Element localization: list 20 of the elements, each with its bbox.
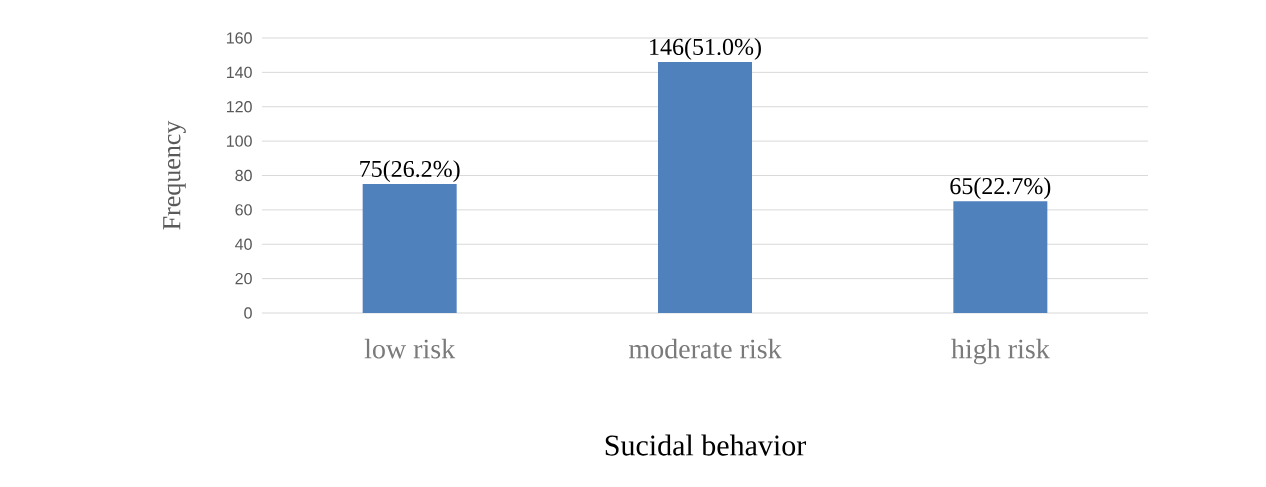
bar (362, 184, 457, 313)
y-axis-title: Frequency (163, 120, 186, 230)
y-tick-label: 120 (227, 101, 252, 113)
y-tick-label: 60 (235, 204, 252, 216)
y-tick-label: 160 (227, 32, 252, 44)
data-label: 146(51.0%) (650, 38, 761, 60)
y-tick-label: 140 (227, 66, 252, 79)
y-tick-label: 40 (235, 238, 252, 250)
data-label: 75(26.2%) (360, 160, 460, 182)
y-tick-label: 80 (235, 169, 252, 182)
bar (658, 62, 753, 313)
x-tick-label: high risk (951, 338, 1050, 365)
data-label: 65(22.7%) (950, 177, 1051, 200)
x-tick-label: low risk (364, 338, 456, 359)
x-axis-title: Sucidal behavior (605, 434, 806, 456)
y-tick-label: 20 (235, 272, 252, 285)
y-tick-label: 0 (244, 307, 252, 319)
x-tick-label: moderate risk (629, 338, 782, 359)
y-tick-label: 100 (227, 135, 252, 147)
bar (953, 201, 1048, 313)
